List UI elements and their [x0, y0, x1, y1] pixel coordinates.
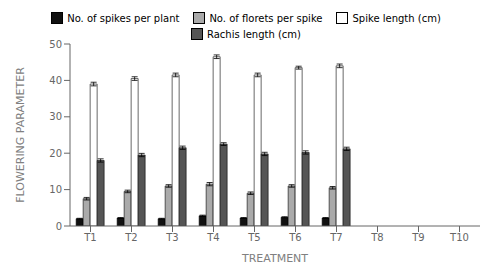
svg-text:0: 0 — [56, 221, 62, 232]
svg-text:FLOWERING PARAMETER: FLOWERING PARAMETER — [14, 67, 27, 203]
svg-text:10: 10 — [49, 184, 62, 195]
svg-text:T4: T4 — [206, 232, 219, 243]
svg-text:20: 20 — [49, 148, 62, 159]
svg-text:T1: T1 — [83, 232, 96, 243]
svg-text:T7: T7 — [329, 232, 342, 243]
svg-text:T8: T8 — [370, 232, 383, 243]
svg-text:T2: T2 — [124, 232, 137, 243]
svg-text:T10: T10 — [449, 232, 469, 243]
svg-text:T3: T3 — [165, 232, 178, 243]
html-text:Spike length (cm): Spike length (cm) — [352, 12, 441, 24]
svg-text:50: 50 — [49, 39, 62, 50]
svg-text:40: 40 — [49, 75, 62, 86]
svg-text:TREATMENT: TREATMENT — [241, 252, 308, 265]
html-text:No. of spikes per plant: No. of spikes per plant — [67, 12, 180, 24]
svg-text:T6: T6 — [288, 232, 301, 243]
html-text:No. of florets per spike: No. of florets per spike — [209, 12, 323, 24]
svg-text:30: 30 — [49, 111, 62, 122]
svg-text:T9: T9 — [411, 232, 424, 243]
html-text:Rachis length (cm): Rachis length (cm) — [207, 28, 301, 40]
svg-text:T5: T5 — [247, 232, 260, 243]
